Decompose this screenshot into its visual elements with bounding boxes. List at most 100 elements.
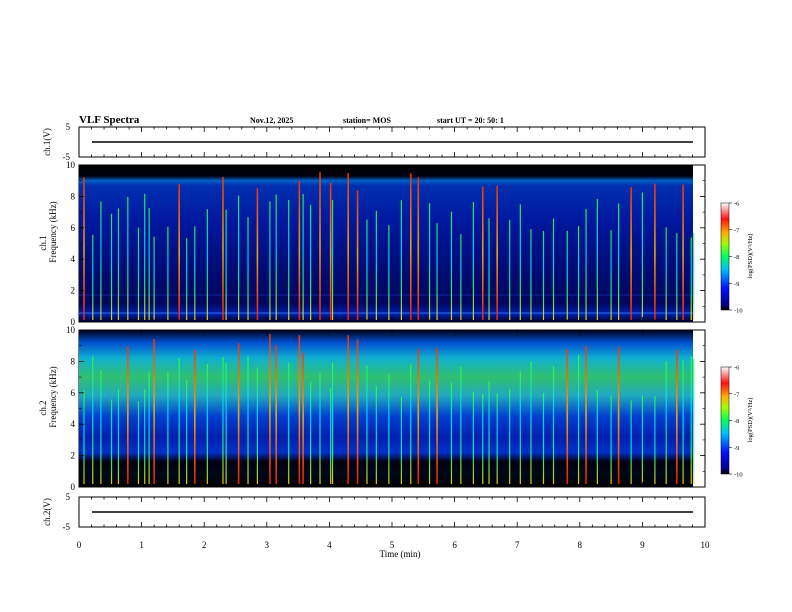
ch1-colorbar-label: log(PSD)(V²/Hz) — [747, 234, 754, 279]
sferic-streak — [460, 234, 462, 320]
sferic-streak — [654, 396, 656, 484]
x-tick-label: 4 — [327, 540, 332, 550]
x-tick-label: 2 — [202, 540, 207, 550]
sferic-streak — [577, 226, 580, 320]
sferic-streak — [319, 373, 321, 484]
ch2-colorbar-ticks: -6 -7 -8 -9 -10 — [729, 365, 743, 479]
sferic-streak — [519, 204, 521, 320]
sferic-streak — [693, 232, 695, 320]
ch2-spectrogram-xticks — [78, 330, 706, 487]
ytick-label: 2 — [71, 451, 76, 461]
ytick-label: 4 — [71, 254, 76, 264]
ytick-label: 0 — [71, 482, 76, 492]
sferic-streak — [509, 219, 511, 320]
ch1-spec-channel-label: ch.1 — [38, 235, 48, 250]
sferic-streak — [417, 348, 420, 484]
x-tick-label: 10 — [701, 540, 711, 550]
sferic-streak — [690, 237, 692, 320]
x-axis-label: Time (min) — [380, 549, 421, 559]
sferic-streak — [676, 350, 678, 484]
sferic-streak — [488, 218, 490, 320]
ytick-label: 10 — [66, 325, 76, 335]
x-tick-label: 3 — [265, 540, 270, 550]
date-label: Nov.12, 2025 — [250, 116, 293, 125]
colorbar-tick-label: -6 — [734, 201, 740, 208]
sferic-streak — [366, 365, 368, 484]
sferic-streak — [436, 347, 438, 484]
sferic-streak — [178, 358, 180, 484]
sferic-streak — [665, 227, 667, 320]
x-tick-label: 9 — [640, 540, 645, 550]
station-label: station= MOS — [343, 116, 391, 125]
colorbar-tick-label: -10 — [734, 308, 743, 315]
sferic-streak — [552, 366, 555, 484]
ch1-spectrogram-panel: 0 2 4 6 8 10 ch.1 Frequency (kHz) -6 -7 -8 -9 -10… — [38, 160, 754, 327]
sferic-streak — [388, 225, 390, 320]
ch1-waveform-xticks — [78, 127, 706, 157]
sferic-streak — [148, 371, 150, 484]
sferic-streak — [331, 362, 334, 484]
sferic-streak — [356, 339, 359, 484]
sferic-streak — [269, 201, 271, 320]
sferic-streak — [375, 210, 377, 320]
sferic-streak — [100, 201, 102, 320]
sferic-streak — [247, 217, 249, 320]
sferic-streak — [127, 346, 129, 484]
sferic-streak — [690, 356, 692, 484]
ch1-spectrogram-yticks: 0 2 4 6 8 10 — [66, 160, 705, 327]
ch2-spectrogram-yticks: 0 2 4 6 8 10 — [66, 325, 705, 492]
ch2-spectrogram-image — [79, 330, 693, 487]
colorbar-tick-label: -10 — [734, 472, 743, 479]
ch2-ytick-top: 5 — [66, 492, 71, 502]
sferic-streak — [682, 360, 684, 484]
sferic-streak — [275, 194, 277, 320]
sferic-streak — [428, 380, 431, 484]
ch1-waveform-panel: 5 -5 ch.1(V) — [42, 122, 706, 162]
sferic-streak — [288, 362, 290, 484]
sferic-streak — [630, 186, 632, 320]
sferic-streak — [288, 199, 290, 320]
sferic-streak — [617, 346, 620, 484]
colorbar-tick-label: -9 — [734, 445, 739, 452]
sferic-streak — [375, 385, 377, 484]
sferic-streak — [436, 223, 438, 320]
sferic-streak — [450, 382, 453, 484]
colorbar-tick-label: -7 — [734, 227, 740, 234]
sferic-streak — [194, 226, 196, 320]
ytick-label: 8 — [71, 356, 76, 366]
ytick-label: 10 — [66, 160, 76, 170]
sferic-streak — [618, 203, 620, 320]
sferic-streak — [302, 194, 304, 320]
ch2-spec-channel-label: ch.2 — [38, 400, 48, 415]
ch1-spectrogram-image — [79, 165, 693, 322]
sferic-streak — [388, 374, 390, 484]
x-tick-label: 0 — [77, 540, 82, 550]
ch1-sferics — [83, 172, 695, 320]
sferic-streak — [127, 196, 129, 320]
sferic-streak — [167, 226, 169, 320]
sferic-streak — [194, 350, 196, 484]
sferic-streak — [153, 338, 155, 484]
sferic-streak — [237, 343, 240, 484]
sferic-streak — [144, 389, 146, 484]
sferic-streak — [585, 345, 587, 484]
ch1-colorbar — [720, 202, 730, 311]
sferic-streak — [676, 233, 678, 320]
sferic-streak — [186, 379, 188, 484]
colorbar-tick-label: -7 — [734, 391, 740, 398]
ch2-waveform-ylabel: ch.2(V) — [42, 498, 52, 526]
sferic-streak — [428, 203, 431, 320]
sferic-streak — [92, 356, 94, 484]
sferic-streak — [400, 397, 402, 484]
sferic-streak — [247, 356, 249, 484]
ch2-colorbar — [720, 366, 730, 475]
x-tick-label: 5 — [390, 540, 395, 550]
sferic-streak — [329, 182, 332, 320]
sferic-streak — [222, 356, 224, 484]
sferic-streak — [630, 400, 632, 484]
sferic-streak — [400, 200, 402, 320]
ch2-spec-ylabel: Frequency (kHz) — [48, 366, 58, 427]
sferic-streak — [654, 183, 656, 320]
sferic-streak — [269, 334, 271, 484]
